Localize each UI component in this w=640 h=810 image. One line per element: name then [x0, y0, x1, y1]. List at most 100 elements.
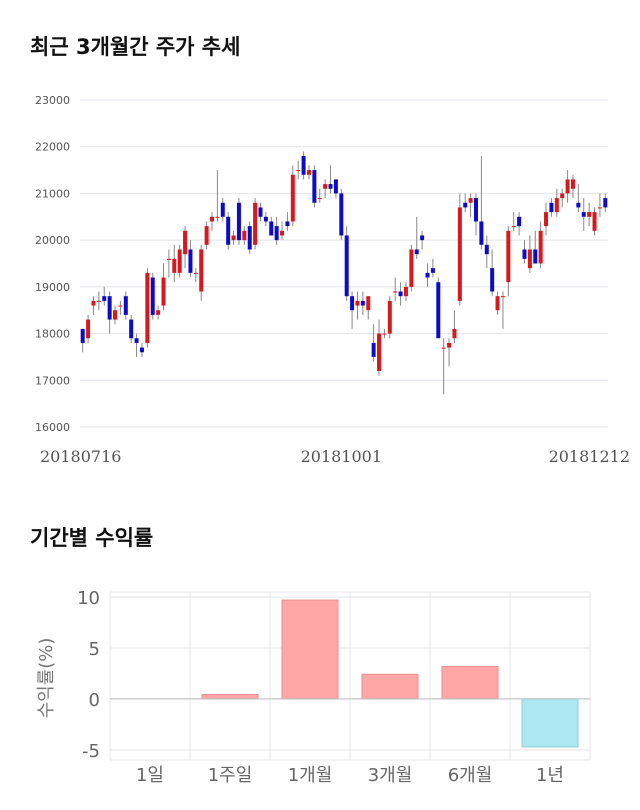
candle-body [210, 216, 214, 222]
candle-body [538, 230, 543, 264]
y-tick-label: -5 [82, 741, 100, 762]
candle-body [242, 230, 247, 241]
candle-body [350, 296, 355, 311]
candle-body [468, 198, 473, 203]
candle-body [420, 235, 425, 241]
candle-body [495, 296, 500, 311]
candle-body [113, 310, 118, 320]
candle-body [597, 207, 602, 209]
candle-body [414, 249, 419, 255]
candle-body [500, 296, 505, 298]
candle-body [387, 300, 392, 334]
candle-body [166, 258, 171, 260]
candle-body [441, 347, 446, 349]
candle-body [360, 300, 365, 306]
candle-body [565, 179, 570, 194]
candle-body [474, 198, 478, 222]
candle-body [457, 207, 462, 301]
candle-body [447, 342, 452, 348]
bar [201, 694, 259, 700]
candle-body [215, 216, 220, 218]
y-tick-label: 23000 [35, 94, 70, 107]
candle-body [339, 193, 344, 236]
bar [521, 698, 579, 748]
candle-body [183, 230, 188, 255]
candle-body [511, 226, 516, 228]
candle-body [129, 319, 134, 339]
candle-body [274, 226, 279, 241]
candle-body [91, 300, 96, 306]
candle-body [107, 296, 112, 320]
x-tick-label: 1개월 [288, 765, 333, 786]
x-tick-label: 20180716 [40, 447, 121, 466]
candle-body [403, 286, 408, 297]
candle-body [463, 202, 468, 208]
candle-body [436, 282, 441, 339]
candle-body [490, 268, 495, 292]
candle-body [280, 230, 285, 236]
candle-body [258, 207, 263, 217]
candle-body [323, 184, 328, 189]
x-tick-label: 20181001 [301, 447, 382, 466]
candle-body [377, 333, 382, 371]
candle-body [430, 268, 435, 273]
x-tick-label: 20181212 [549, 447, 630, 466]
candle-body [220, 202, 225, 217]
candle-body [193, 272, 198, 274]
y-tick-label: 10 [77, 588, 100, 609]
candle-body [560, 193, 565, 199]
candle-body [150, 277, 155, 315]
candle-body [263, 216, 268, 222]
candle-body [409, 249, 414, 287]
candle-body [156, 310, 161, 315]
x-tick-label: 1일 [136, 765, 164, 786]
candle-body [371, 342, 376, 357]
candle-body [527, 249, 532, 269]
candle-body [317, 198, 322, 200]
candle-body [86, 319, 91, 339]
y-tick-label: 0 [89, 690, 100, 711]
candle-body [253, 202, 258, 245]
candle-body [484, 244, 489, 255]
candle-body [366, 296, 371, 311]
candle-body [479, 221, 484, 245]
y-tick-label: 22000 [35, 141, 70, 154]
candle-body [587, 212, 592, 217]
candle-body [247, 226, 252, 250]
candle-body [296, 170, 301, 172]
candle-body [344, 235, 349, 297]
candle-body [312, 170, 317, 203]
candle-body [199, 249, 204, 292]
candle-body [549, 202, 554, 213]
chart-title: 기간별 수익률 [30, 526, 153, 550]
y-tick-label: 5 [89, 639, 100, 660]
candle-body [96, 300, 101, 302]
candle-body [355, 300, 360, 306]
candle-body [517, 216, 522, 227]
y-tick-label: 18000 [35, 328, 70, 341]
candle-body [145, 272, 150, 343]
bar [281, 599, 339, 700]
candle-body [452, 328, 457, 339]
y-tick-label: 20000 [35, 234, 70, 247]
x-tick-label: 1년 [536, 765, 564, 786]
candle-body [425, 272, 430, 278]
candle-body [393, 291, 398, 293]
candle-body [269, 221, 274, 236]
candle-body [328, 184, 333, 189]
y-tick-label: 19000 [35, 281, 70, 294]
y-tick-label: 17000 [35, 374, 70, 387]
x-tick-label: 1주일 [208, 765, 253, 786]
candle-body [522, 249, 527, 259]
x-tick-label: 6개월 [448, 765, 493, 786]
candle-body [554, 198, 559, 213]
candle-body [506, 230, 511, 283]
candle-body [285, 221, 290, 227]
y-tick-label: 21000 [35, 187, 70, 200]
candle-body [134, 338, 139, 343]
candle-body [118, 305, 123, 307]
candle-body [544, 212, 549, 227]
candle-body [592, 212, 597, 231]
candle-body [533, 249, 538, 264]
